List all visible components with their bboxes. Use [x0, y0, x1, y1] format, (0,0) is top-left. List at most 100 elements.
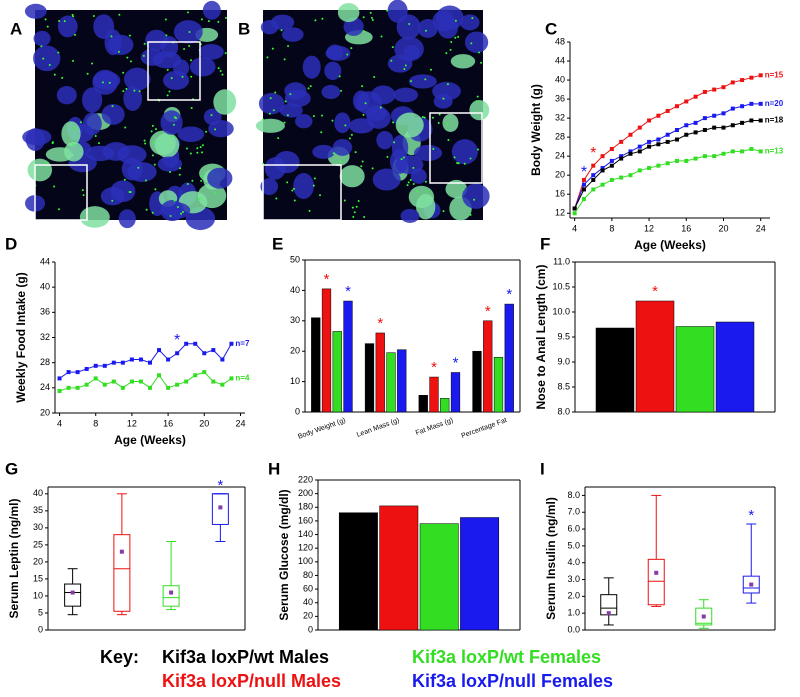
- nucleus: [177, 126, 205, 143]
- y-tick-label: 10: [33, 590, 43, 600]
- point: [102, 382, 107, 387]
- y-tick-label: 7.0: [567, 507, 580, 517]
- speck: [450, 40, 453, 43]
- speck: [463, 162, 466, 165]
- bar: [595, 327, 635, 413]
- point: [712, 125, 717, 130]
- point: [749, 101, 754, 106]
- speck: [424, 29, 427, 32]
- speck: [408, 23, 411, 26]
- speck: [386, 155, 389, 158]
- point: [175, 351, 180, 356]
- speck: [190, 59, 193, 62]
- bar: [635, 300, 675, 413]
- nucleus: [93, 14, 115, 39]
- nucleus: [372, 168, 401, 191]
- speck: [165, 34, 168, 37]
- series-line: [59, 371, 232, 392]
- speck: [469, 213, 472, 216]
- bar: [504, 303, 514, 413]
- speck: [457, 35, 460, 38]
- star: *: [324, 271, 330, 288]
- point: [591, 187, 596, 192]
- speck: [126, 56, 129, 59]
- speck: [74, 33, 77, 36]
- speck: [63, 20, 66, 23]
- speck: [164, 18, 167, 21]
- y-tick-label: 36: [555, 93, 565, 103]
- panel-letter: H: [268, 459, 280, 478]
- y-tick-label: 32: [555, 112, 565, 122]
- point: [184, 341, 189, 346]
- point: [93, 376, 98, 381]
- speck: [142, 54, 145, 57]
- speck: [454, 36, 457, 39]
- nucleus: [64, 141, 84, 162]
- point: [637, 168, 642, 173]
- point: [57, 376, 62, 381]
- mean: [701, 614, 706, 619]
- speck: [200, 175, 203, 178]
- y-tick-label: 10.0: [552, 306, 570, 316]
- nucleus: [160, 200, 185, 222]
- y-axis-title: Serum Insulin (ng/ml): [544, 497, 558, 620]
- speck: [280, 29, 283, 32]
- y-tick-label: 80: [303, 570, 313, 580]
- x-tick-label: Body Weight (g): [297, 417, 346, 441]
- speck: [137, 166, 140, 169]
- point: [721, 85, 726, 90]
- nucleus: [258, 92, 285, 115]
- y-tick-label: 20: [40, 407, 50, 417]
- y-tick-label: 220: [298, 474, 313, 484]
- y-tick-label: 12: [555, 208, 565, 218]
- x-tick-label: 8: [93, 418, 98, 428]
- speck: [432, 147, 435, 150]
- panel-letter: G: [5, 459, 18, 478]
- speck: [289, 93, 292, 96]
- speck: [312, 184, 315, 187]
- speck: [219, 70, 222, 73]
- speck: [456, 162, 459, 165]
- speck: [392, 121, 395, 124]
- panel-letter: E: [272, 234, 283, 253]
- speck: [169, 171, 172, 174]
- point: [120, 385, 125, 390]
- point: [591, 177, 596, 182]
- point: [609, 147, 614, 152]
- point: [220, 357, 225, 362]
- x-tick-label: 20: [199, 418, 209, 428]
- speck: [473, 198, 476, 201]
- point: [647, 166, 652, 171]
- nucleus: [403, 44, 420, 60]
- y-tick-label: 20: [303, 611, 313, 621]
- speck: [178, 173, 181, 176]
- nucleus: [33, 45, 61, 72]
- nucleus: [57, 15, 78, 38]
- y-axis-title: Serum Glucose (mg/dl): [277, 489, 291, 620]
- point: [229, 341, 234, 346]
- speck: [283, 121, 286, 124]
- nucleus: [415, 193, 436, 220]
- point: [665, 132, 670, 137]
- nucleus: [281, 27, 304, 42]
- y-tick-label: 4.0: [567, 557, 580, 567]
- speck: [166, 94, 169, 97]
- y-tick-label: 50: [290, 254, 300, 264]
- bar: [450, 372, 461, 413]
- point: [758, 101, 763, 106]
- speck: [168, 90, 171, 93]
- panel-letter: C: [545, 19, 557, 38]
- speck: [416, 190, 419, 193]
- speck: [393, 141, 396, 144]
- x-tick-label: Fat Mass (g): [415, 417, 454, 437]
- y-tick-label: 40: [33, 488, 43, 498]
- speck: [438, 113, 441, 116]
- nucleus: [408, 74, 437, 89]
- nucleus: [337, 3, 360, 23]
- speck: [124, 126, 127, 129]
- speck: [151, 211, 154, 214]
- speck: [46, 25, 49, 28]
- speck: [425, 190, 428, 193]
- y-tick-label: 3.0: [567, 574, 580, 584]
- speck: [371, 19, 374, 22]
